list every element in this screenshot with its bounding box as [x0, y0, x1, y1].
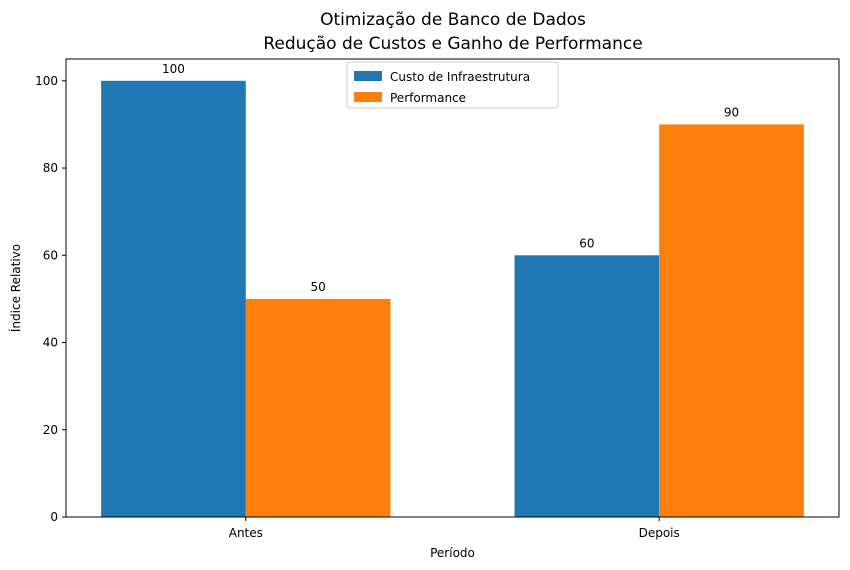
- data-label: 50: [311, 280, 326, 294]
- bar-depois-series-0: [514, 255, 660, 518]
- y-tick-label: 20: [43, 423, 58, 437]
- legend-swatch: [354, 71, 382, 81]
- y-tick-label: 0: [50, 510, 58, 524]
- x-axis-label: Período: [430, 546, 475, 560]
- data-labels-layer: 100 60 50 90: [162, 62, 739, 294]
- y-tick-label: 100: [35, 74, 58, 88]
- x-tick-label: Antes: [229, 526, 263, 540]
- legend: Custo de Infraestrutura Performance: [346, 61, 559, 109]
- bar-depois-series-1: [659, 124, 804, 517]
- bar-antes-series-0: [101, 80, 246, 518]
- bar-antes-series-1: [245, 298, 391, 517]
- plot-frame: [65, 58, 840, 518]
- data-label: 60: [579, 236, 594, 250]
- legend-swatch: [354, 92, 382, 102]
- bars-layer: [101, 80, 804, 518]
- legend-box: [346, 61, 559, 109]
- y-axis: 0 20 40 60 80 100: [35, 74, 66, 524]
- y-tick-label: 80: [43, 161, 58, 175]
- x-axis: Antes Depois: [229, 517, 680, 540]
- y-tick-label: 40: [43, 336, 58, 350]
- legend-entry-label: Custo de Infraestrutura: [390, 70, 530, 84]
- y-tick-label: 60: [43, 248, 58, 262]
- x-tick-label: Depois: [639, 526, 680, 540]
- chart-subtitle: Redução de Custos e Ganho de Performance: [263, 34, 642, 54]
- legend-entry-label: Performance: [390, 91, 466, 105]
- y-axis-label: Índice Relativo: [8, 244, 23, 332]
- data-label: 90: [724, 105, 739, 119]
- data-label: 100: [162, 62, 185, 76]
- chart-title: Otimização de Banco de Dados: [320, 10, 586, 30]
